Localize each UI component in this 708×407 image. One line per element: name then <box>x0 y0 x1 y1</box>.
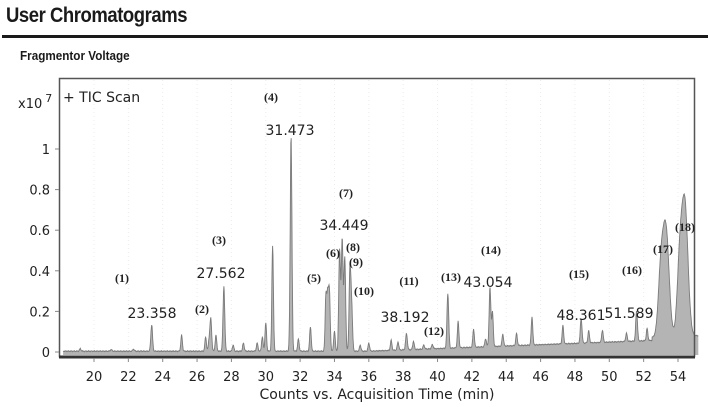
retention-time-label: 34.449 <box>320 218 369 234</box>
peak-id-label: (2) <box>195 302 209 316</box>
y-tick-label: 0 <box>42 346 50 361</box>
peak-id-label: (5) <box>307 271 321 285</box>
y-tick-label: 0.8 <box>29 184 50 199</box>
x-tick-label: 54 <box>670 370 687 385</box>
peak-id-label: (9) <box>349 255 363 269</box>
x-tick-label: 38 <box>395 370 412 385</box>
x-tick-label: 28 <box>223 370 240 385</box>
retention-time-label: 51.589 <box>605 306 654 322</box>
x-tick-label: 48 <box>567 370 584 385</box>
retention-time-label: 27.562 <box>197 266 246 282</box>
y-tick-label: 0.2 <box>29 305 50 320</box>
peak-id-label: (8) <box>346 240 360 254</box>
peak-id-label: (1) <box>115 271 129 285</box>
x-tick-label: 30 <box>257 370 274 385</box>
peak-id-label: (12) <box>424 324 444 338</box>
retention-time-label: 38.192 <box>381 310 430 326</box>
retention-time-label: 23.358 <box>128 306 177 322</box>
peak-id-label: (10) <box>354 284 374 298</box>
retention-time-label: 48.361 <box>557 308 606 324</box>
peak-id-label: (16) <box>622 263 642 277</box>
peak-id-label: (13) <box>441 270 461 284</box>
x-tick-label: 42 <box>464 370 481 385</box>
peak-labels: (1) 23.358 (2) (3) 27.562 (4) 31.473 (5) (6) (7) 3… <box>115 90 695 338</box>
x-tick-label: 44 <box>498 370 515 385</box>
x-tick-label: 50 <box>601 370 618 385</box>
peak-id-label: (4) <box>264 90 278 104</box>
page-title: User Chromatograms <box>6 4 188 27</box>
x-tick-label: 36 <box>361 370 378 385</box>
title-divider <box>2 35 708 38</box>
x-tick-label: 26 <box>189 370 206 385</box>
x-tick-label: 40 <box>429 370 446 385</box>
peak-id-label: (18) <box>675 220 695 234</box>
peak-id-label: (14) <box>481 243 501 257</box>
x-tick-label: 20 <box>86 370 103 385</box>
x-tick-label: 32 <box>292 370 309 385</box>
peak-id-label: (17) <box>653 242 673 256</box>
x-tick-label: 24 <box>154 370 171 385</box>
y-axis-ticks: 0 0.2 0.4 0.6 0.8 1 <box>29 143 59 361</box>
y-multiplier: x10 7 <box>18 92 52 112</box>
tic-trace <box>62 138 699 353</box>
y-tick-label: 0.4 <box>29 265 50 280</box>
x-tick-label: 22 <box>120 370 137 385</box>
x-axis-label: Counts vs. Acquisition Time (min) <box>260 387 495 403</box>
peak-id-label: (7) <box>339 186 353 200</box>
peak-id-label: (11) <box>399 274 418 288</box>
y-tick-label: 1 <box>42 143 50 158</box>
x-axis-ticks: 20 22 24 26 28 30 32 34 36 38 40 42 44 46 48 50 52 54 <box>86 358 687 385</box>
retention-time-label: 31.473 <box>266 123 315 139</box>
peak-id-label: (3) <box>212 233 226 247</box>
y-tick-label: 0.6 <box>29 224 50 239</box>
x-tick-label: 34 <box>326 370 343 385</box>
retention-time-label: 43.054 <box>464 275 513 291</box>
chart-subtitle: Fragmentor Voltage <box>20 48 130 63</box>
x-tick-label: 46 <box>532 370 549 385</box>
peak-id-label: (6) <box>326 246 340 260</box>
trace-label: + TIC Scan <box>63 90 140 106</box>
peak-id-label: (15) <box>569 267 589 281</box>
x-tick-label: 52 <box>635 370 652 385</box>
